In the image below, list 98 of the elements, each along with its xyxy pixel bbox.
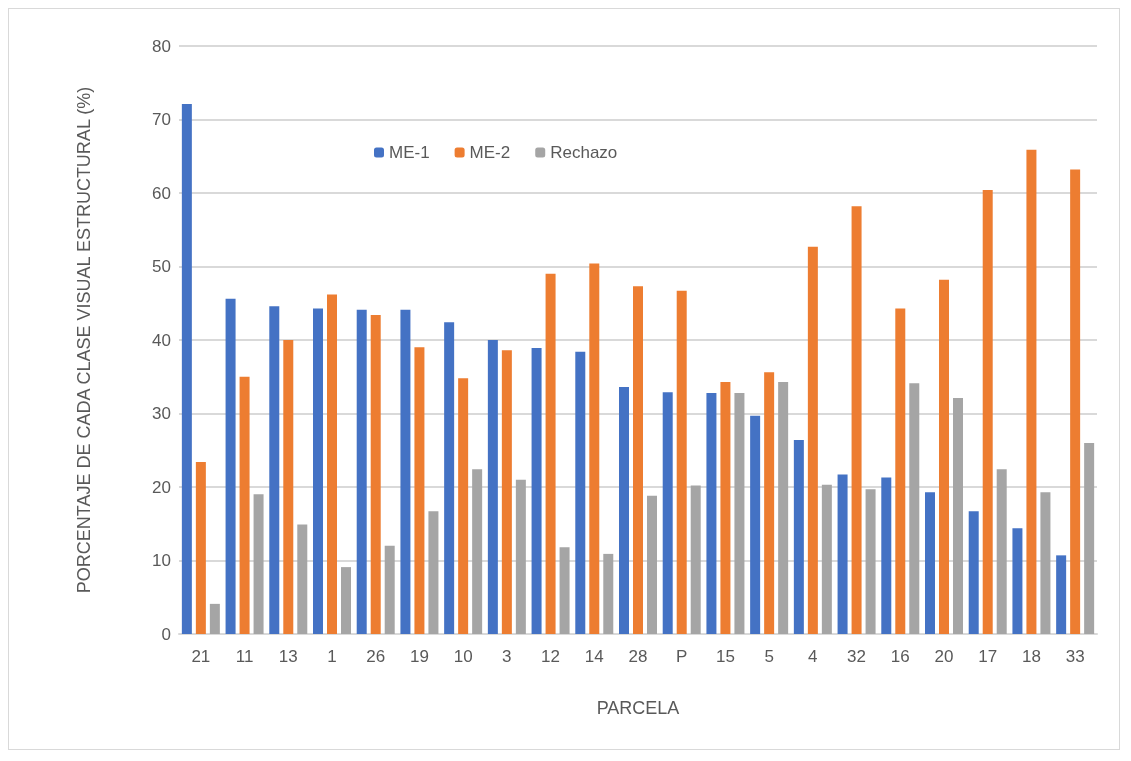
bar [428,511,439,634]
x-tick-label: 10 [453,647,473,666]
x-tick-label: 11 [235,647,254,666]
bar [603,553,614,634]
bar [458,378,469,634]
bar [996,469,1007,634]
bar [647,495,657,634]
y-tick-label: 30 [152,404,171,423]
y-tick-label: 80 [152,36,171,56]
bar [1070,169,1081,634]
bar [225,298,236,634]
y-tick-label: 60 [152,183,171,203]
bar [895,308,906,634]
bar [821,484,832,634]
x-tick-label: 16 [890,647,910,666]
x-tick-label: 18 [1021,647,1041,666]
bar [1012,528,1023,634]
bar [589,263,600,634]
bar [515,479,526,634]
bar [444,322,455,634]
bar [487,340,498,634]
bar [662,392,673,634]
bar [778,381,789,634]
bar [750,415,761,634]
x-tick-label: 1 [327,647,337,666]
bar [283,340,294,634]
bar [239,376,250,634]
bar [356,309,367,634]
bar [1084,442,1095,634]
bar [676,290,687,634]
y-tick-label: 10 [152,551,171,570]
bar [195,462,206,634]
legend-label: ME-1 [389,143,430,162]
bar [501,350,512,634]
bar [619,387,629,634]
y-tick-label: 20 [152,477,171,497]
bar [690,485,701,634]
legend-label: ME-2 [469,143,511,162]
bar [925,492,935,634]
bar [370,315,381,634]
x-tick-label: 28 [628,647,648,666]
bar [968,511,979,634]
bar [793,439,804,634]
x-tick-label: 14 [584,647,604,666]
x-tick-label: 17 [978,647,998,666]
bar [734,392,745,634]
x-tick-label: 15 [715,647,735,666]
bar [909,383,920,634]
bar [1040,492,1051,634]
bar [400,309,411,634]
x-axis-title: PARCELA [596,698,680,718]
bar [1056,555,1067,634]
bar [327,294,337,634]
y-tick-label: 0 [161,624,171,644]
bar [253,494,264,634]
legend-label: Rechazo [550,143,618,162]
x-tick-label: 4 [808,647,818,666]
bar [384,545,395,634]
y-tick-label: 40 [152,330,171,350]
bar [807,246,818,634]
y-tick-label: 70 [152,110,171,129]
bar [939,279,949,634]
bar [837,474,848,634]
x-tick-label: 26 [366,647,386,666]
bar [953,398,963,634]
y-tick-label: 50 [152,257,171,276]
x-tick-label: 32 [847,647,867,666]
bar [209,603,220,634]
bar [575,351,586,634]
bar [531,348,542,634]
bar [472,469,483,634]
bar [1026,149,1037,634]
y-axis-title: PORCENTAJE DE CADA CLASE VISUAL ESTRUCTURAL (%) [74,86,94,594]
bar [851,206,862,634]
bar [269,306,280,634]
x-tick-label: 20 [934,647,954,666]
x-tick-label: 33 [1065,647,1085,666]
bar [545,273,556,634]
x-tick-label: 19 [409,647,429,666]
x-tick-label: P [676,647,688,666]
x-tick-label: 5 [764,647,774,666]
bar [297,524,308,634]
bar [764,372,775,634]
bar [313,308,323,634]
x-tick-label: 13 [278,647,298,666]
bar [982,190,993,634]
bar [633,286,643,634]
bar [181,104,192,634]
bar [341,567,351,634]
x-tick-label: 21 [191,647,211,666]
bar [720,381,731,634]
x-tick-label: 3 [502,647,512,666]
bar [865,489,876,634]
bar [881,477,892,634]
x-tick-label: 12 [541,647,561,666]
bar [559,547,570,634]
bar [706,392,717,634]
bar [414,347,425,634]
